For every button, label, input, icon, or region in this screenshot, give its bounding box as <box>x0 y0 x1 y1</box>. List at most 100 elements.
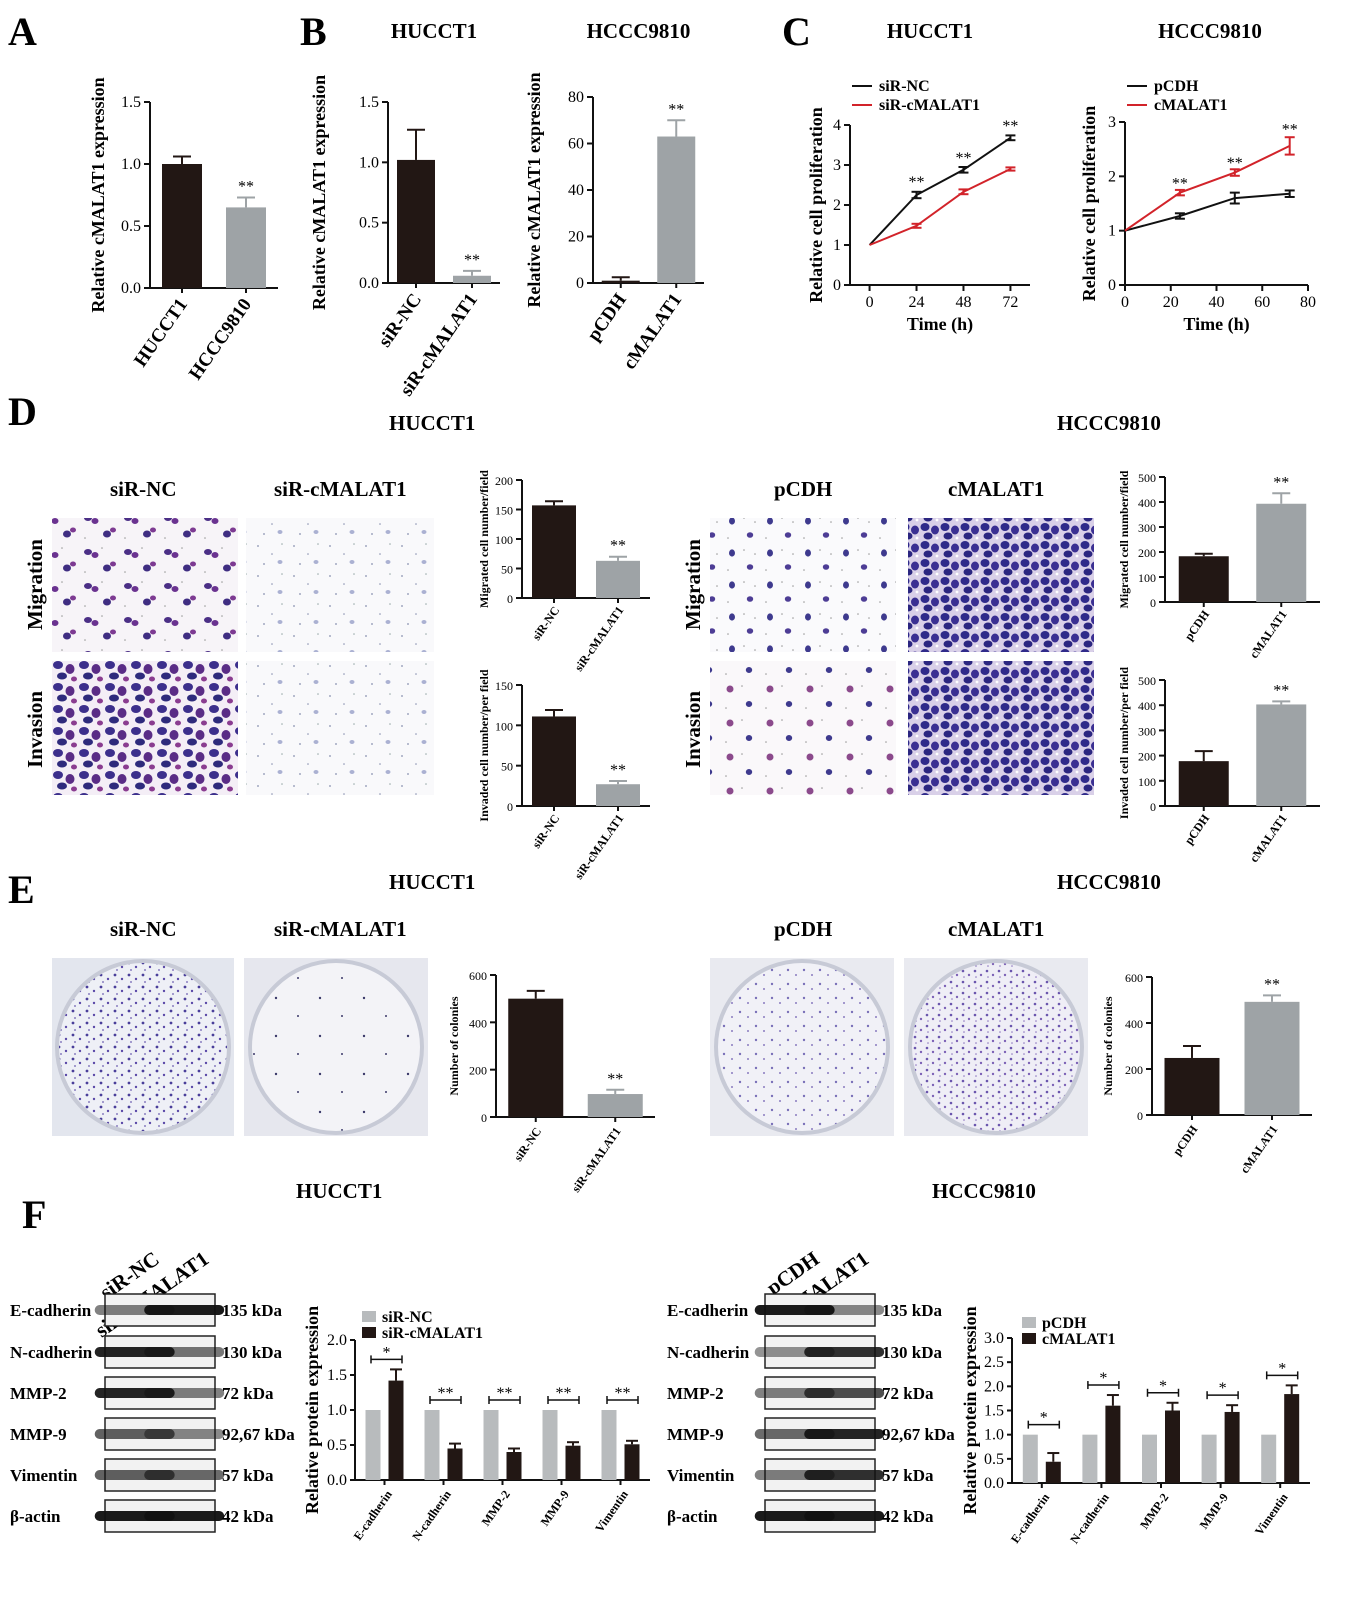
y-tick-label: 3 <box>1108 114 1116 131</box>
blot-band <box>804 1388 885 1398</box>
category-label: MMP-9 <box>538 1488 572 1529</box>
significance-label: ** <box>438 1385 454 1402</box>
y-tick-label: 200 <box>495 474 513 488</box>
y-tick-label: 100 <box>495 533 513 547</box>
label-d-sirnc: siR-NC <box>110 477 177 501</box>
bar <box>1256 503 1307 602</box>
kda-label: 135 kDa <box>222 1301 282 1320</box>
bar <box>624 1444 640 1480</box>
row-label-invasion-right: Invasion <box>681 691 705 768</box>
category-label: E-cadherin <box>351 1487 396 1542</box>
bar <box>424 1410 440 1480</box>
kda-label: 42 kDa <box>222 1507 274 1526</box>
chart-title: HUCCT1 <box>887 19 973 43</box>
significance-label: ** <box>909 174 925 191</box>
y-tick-label: 100 <box>1138 775 1156 789</box>
bar <box>542 1410 558 1480</box>
protein-label: β-actin <box>10 1507 61 1526</box>
significance-label: ** <box>238 178 254 195</box>
colony-dish-hccc9810-cmalat <box>908 959 1084 1135</box>
y-tick-label: 0.5 <box>327 1437 347 1454</box>
kda-label: 130 kDa <box>222 1343 282 1362</box>
protein-label: MMP-2 <box>667 1384 724 1403</box>
significance-label: ** <box>1172 175 1188 192</box>
x-tick-label: 24 <box>909 294 925 311</box>
bar <box>1164 1057 1220 1115</box>
label-e-pcdh: pCDH <box>774 917 832 941</box>
legend-swatch <box>1022 1333 1036 1344</box>
y-tick-label: 1 <box>1108 223 1116 240</box>
significance-label: ** <box>955 150 971 167</box>
bar <box>447 1448 463 1480</box>
panel-letter-c: C <box>782 9 811 54</box>
blot-band <box>144 1388 225 1398</box>
kda-label: 57 kDa <box>882 1466 934 1485</box>
y-tick-label: 300 <box>1138 724 1156 738</box>
y-tick-label: 1 <box>833 237 841 254</box>
kda-label: 72 kDa <box>882 1384 934 1403</box>
kda-label: 42 kDa <box>882 1507 934 1526</box>
row-label-invasion-left: Invasion <box>23 691 47 768</box>
micrograph-hucct1-sirnc-invasion <box>52 661 238 795</box>
y-tick-label: 600 <box>1125 971 1143 985</box>
y-tick-label: 200 <box>1138 546 1156 560</box>
y-tick-label: 150 <box>495 679 513 693</box>
y-axis-label: Relative cMALAT1 expression <box>524 72 544 307</box>
title-d-hucct1: HUCCT1 <box>389 411 475 435</box>
bar <box>1244 1001 1300 1115</box>
y-tick-label: 0.0 <box>984 1475 1004 1492</box>
category-label: cMALAT1 <box>1247 812 1290 865</box>
significance-label: ** <box>1273 474 1289 491</box>
chart-c-hccc9810-proliferation: 0 1 2 3 0 20 40 60 80 pCDH cMALAT1 ** ** ** Relative c… <box>1079 19 1316 335</box>
x-axis-label: Time (h) <box>907 314 973 335</box>
chart-e-hccc9810-colonies: 0 200 400 600 pCDH ** cMALAT1 Number of colonie… <box>1101 971 1312 1176</box>
bar <box>1105 1405 1121 1483</box>
category-label: pCDH <box>1182 811 1213 847</box>
y-tick-label: 0 <box>1137 1109 1143 1123</box>
x-tick-label: 72 <box>1002 294 1018 311</box>
y-tick-label: 0 <box>1150 596 1156 610</box>
bar <box>483 1410 499 1480</box>
legend-label: pCDH <box>1154 78 1199 95</box>
panel-letter-e: E <box>8 867 35 912</box>
label-e-sirnc: siR-NC <box>110 917 177 941</box>
x-tick-label: 40 <box>1209 294 1225 311</box>
kda-label: 92,67 kDa <box>882 1425 955 1444</box>
significance-label: * <box>1040 1410 1048 1427</box>
protein-label: N-cadherin <box>10 1343 93 1362</box>
legend-swatch <box>1022 1317 1036 1328</box>
y-tick-label: 0 <box>576 275 584 292</box>
legend-label: cMALAT1 <box>1154 97 1227 114</box>
chart-title: HUCCT1 <box>391 19 477 43</box>
category-label: Vimentin <box>1252 1490 1291 1537</box>
bar <box>1201 1434 1217 1483</box>
series-line <box>869 168 1011 246</box>
y-tick-label: 40 <box>568 182 584 199</box>
y-tick-label: 400 <box>1125 1017 1143 1031</box>
y-tick-label: 2 <box>1108 168 1116 185</box>
legend-label: siR-NC <box>382 1309 433 1326</box>
y-tick-label: 2.0 <box>984 1378 1004 1395</box>
y-tick-label: 200 <box>1125 1063 1143 1077</box>
category-label: MMP-9 <box>1197 1491 1231 1532</box>
x-tick-label: 0 <box>866 294 874 311</box>
category-label: siR-cMALAT1 <box>569 1125 624 1195</box>
y-tick-label: 1.5 <box>984 1403 1004 1420</box>
kda-label: 72 kDa <box>222 1384 274 1403</box>
y-axis-label: Invaded cell number/per field <box>477 669 491 821</box>
bar <box>226 207 266 288</box>
y-tick-label: 20 <box>568 229 584 246</box>
significance-label: ** <box>610 538 626 555</box>
label-e-cmalat: cMALAT1 <box>948 917 1044 941</box>
significance-label: ** <box>497 1385 513 1402</box>
bar <box>532 716 576 806</box>
y-tick-label: 0 <box>507 800 513 814</box>
category-label: N-cadherin <box>409 1487 454 1543</box>
legend-swatch <box>362 1327 376 1338</box>
legend-label: siR-cMALAT1 <box>879 97 980 114</box>
y-tick-label: 400 <box>1138 699 1156 713</box>
micrograph-hccc9810-cmalat-invasion <box>908 661 1094 795</box>
blot-band <box>144 1347 225 1357</box>
title-f-hucct1: HUCCT1 <box>296 1179 382 1203</box>
y-tick-label: 1.5 <box>121 94 141 111</box>
